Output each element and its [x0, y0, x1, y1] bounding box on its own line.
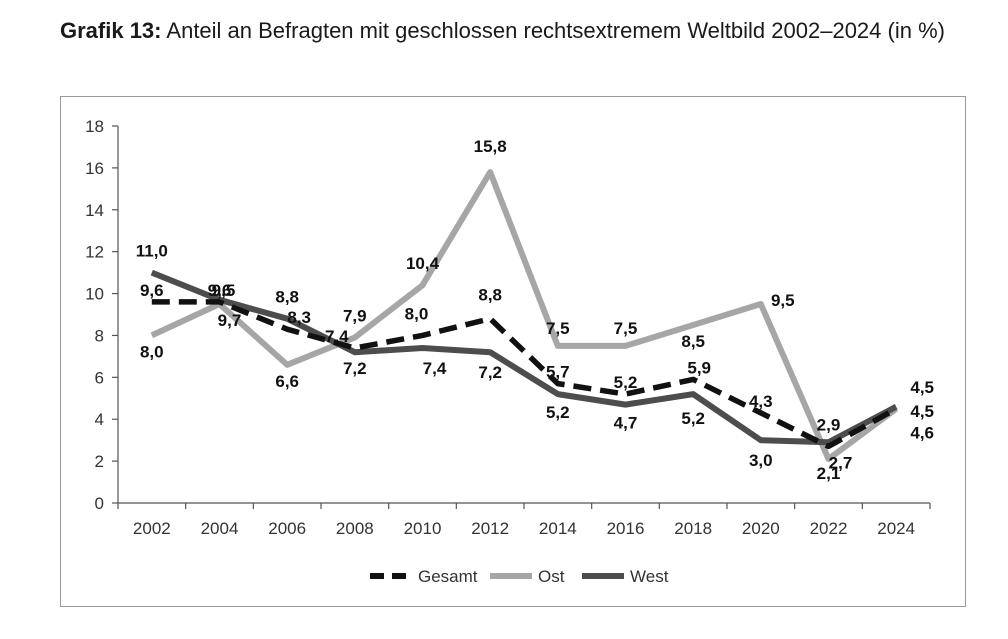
data-label-ost: 7,5	[546, 319, 570, 338]
data-label-gesamt: 5,2	[614, 373, 638, 392]
data-label-ost: 7,5	[614, 319, 638, 338]
x-tick-label: 2024	[877, 519, 915, 538]
data-label-ost: 9,5	[771, 291, 795, 310]
legend-label-west: West	[630, 567, 669, 586]
data-label-gesamt: 8,8	[478, 286, 502, 305]
y-tick-label: 10	[85, 285, 104, 304]
x-tick-label: 2006	[268, 519, 306, 538]
chart-title-text: Anteil an Befragten mit geschlossen rech…	[166, 18, 945, 43]
chart-title: Grafik 13: Anteil an Befragten mit gesch…	[60, 16, 990, 45]
x-tick-label: 2002	[133, 519, 171, 538]
data-label-gesamt: 2,7	[829, 453, 853, 472]
y-tick-label: 0	[95, 494, 104, 513]
x-tick-label: 2004	[201, 519, 239, 538]
data-label-west: 11,0	[136, 242, 168, 261]
data-label-ost: 10,4	[406, 254, 440, 273]
y-tick-label: 14	[85, 201, 104, 220]
data-label-gesamt: 8,0	[405, 304, 429, 323]
data-label-west: 5,2	[681, 409, 705, 428]
data-label-gesamt: 7,4	[325, 327, 349, 346]
x-tick-label: 2008	[336, 519, 374, 538]
data-label-west: 7,4	[423, 359, 447, 378]
x-tick-label: 2022	[810, 519, 848, 538]
data-label-gesamt: 5,9	[687, 358, 711, 377]
y-tick-label: 16	[85, 159, 104, 178]
chart-title-label: Grafik 13:	[60, 18, 162, 43]
series-line-west	[150, 269, 898, 446]
data-label-west: 4,7	[614, 414, 638, 433]
data-label-west: 9,7	[218, 311, 242, 330]
data-label-ost: 7,9	[343, 307, 367, 326]
x-tick-label: 2014	[539, 519, 577, 538]
data-label-ost: 9,5	[212, 281, 236, 300]
y-tick-label: 6	[95, 368, 104, 387]
y-tick-label: 4	[95, 410, 104, 429]
data-label-gesamt: 9,6	[140, 281, 164, 300]
y-tick-label: 12	[85, 243, 104, 262]
data-label-west: 8,8	[275, 288, 299, 307]
data-label-ost: 8,0	[140, 342, 164, 361]
legend-label-ost: Ost	[538, 567, 565, 586]
data-label-west: 5,2	[546, 403, 570, 422]
chart-frame	[60, 96, 966, 607]
data-label-gesamt: 4,3	[749, 392, 773, 411]
y-tick-label: 2	[95, 452, 104, 471]
x-tick-label: 2012	[471, 519, 509, 538]
x-tick-label: 2010	[404, 519, 442, 538]
data-label-ost: 2,1	[817, 464, 841, 483]
x-tick-label: 2020	[742, 519, 780, 538]
data-label-ost: 6,6	[275, 372, 299, 391]
data-label-ost: 8,5	[681, 332, 705, 351]
y-tick-label: 18	[85, 117, 104, 136]
data-labels: 9,6 9,6 8,3 7,4 8,0 8,8 5,7 5,2 5,9 4,3 2,7 4,5 8,0 9…	[136, 137, 934, 483]
x-tick-label: 2018	[674, 519, 712, 538]
data-label-gesamt: 8,3	[287, 308, 311, 327]
data-label-west: 2,9	[817, 415, 841, 434]
data-label-ost: 15,8	[474, 137, 507, 156]
data-label-west: 7,2	[343, 359, 367, 378]
data-label-gesamt: 4,5	[910, 402, 934, 421]
data-label-gesamt: 5,7	[546, 363, 570, 382]
data-label-west: 3,0	[749, 451, 773, 470]
series-lines	[150, 169, 898, 462]
data-label-west: 7,2	[478, 363, 502, 382]
x-tick-label: 2016	[607, 519, 645, 538]
axes: 0 2 4 6 8 10 12 14 16 18 2002 2004 2006 2008 2010 2012 2…	[85, 117, 931, 538]
data-label-gesamt: 9,6	[208, 281, 232, 300]
data-label-ost: 4,5	[910, 378, 934, 397]
legend-label-gesamt: Gesamt	[418, 567, 478, 586]
y-tick-label: 8	[95, 326, 104, 345]
data-label-west: 4,6	[910, 424, 934, 443]
legend: Gesamt Ost West	[370, 567, 669, 586]
series-line-ost	[150, 169, 898, 462]
